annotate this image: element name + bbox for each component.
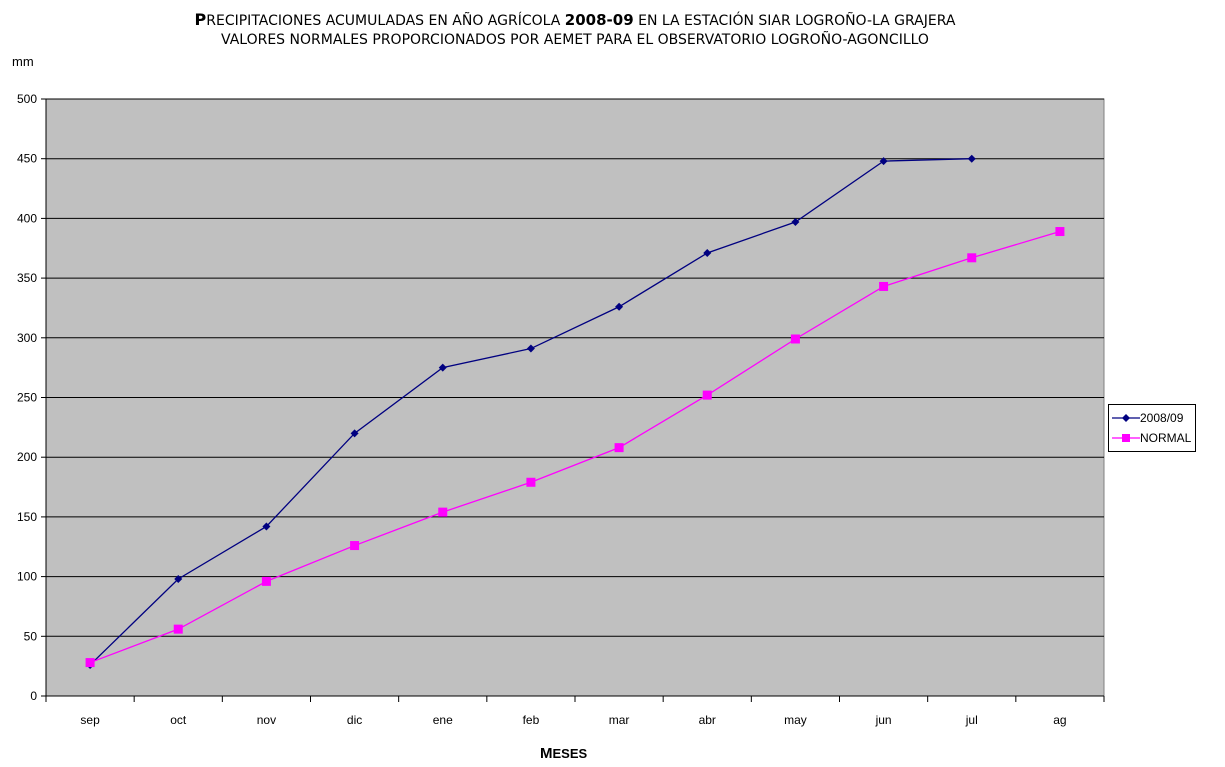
x-tick-label: dic <box>347 713 362 727</box>
chart-legend: 2008/09 NORMAL <box>1108 404 1196 452</box>
legend-swatch-diamond-icon <box>1112 414 1140 422</box>
data-point-series2 <box>790 334 800 344</box>
data-point-series2 <box>702 390 712 400</box>
x-tick-label: may <box>784 713 807 727</box>
data-point-series1 <box>438 363 447 372</box>
y-tick-label: 450 <box>17 152 37 166</box>
y-tick-label: 100 <box>17 570 37 584</box>
data-point-series1 <box>174 574 183 583</box>
y-tick-label: 300 <box>17 331 37 345</box>
data-point-series1 <box>262 522 271 531</box>
x-tick-label: sep <box>80 713 100 727</box>
y-axis-unit-label: mm <box>12 54 34 69</box>
data-point-series2 <box>1055 227 1065 237</box>
chart-title-line2: VALORES NORMALES PROPORCIONADOS POR AEME… <box>221 32 929 48</box>
data-point-series1 <box>791 217 800 226</box>
series-line-2 <box>89 230 1061 664</box>
data-point-series2 <box>614 443 624 453</box>
legend-label-series2: NORMAL <box>1140 431 1192 445</box>
data-point-series2 <box>879 281 889 291</box>
x-tick-label: jul <box>965 713 978 727</box>
y-tick-label: 50 <box>24 629 38 643</box>
title-tail: EN LA ESTACIÓN SIAR LOGROÑO-LA GRAJERA <box>633 13 956 29</box>
chart-title-line1: PRECIPITACIONES ACUMULADAS EN AÑO AGRÍCO… <box>0 10 1150 29</box>
x-axis-title-cap: M <box>540 745 553 762</box>
legend-item-series1: 2008/09 <box>1109 410 1195 426</box>
x-tick-label: jun <box>875 713 892 727</box>
data-point-series2 <box>967 253 977 263</box>
x-tick-label: oct <box>170 713 187 727</box>
legend-swatch-square-icon <box>1112 434 1140 442</box>
data-point-series1 <box>350 429 359 438</box>
x-tick-label: feb <box>523 713 540 727</box>
title-cap: P <box>194 10 207 29</box>
x-tick-label: nov <box>257 713 276 727</box>
x-tick-label: mar <box>609 713 630 727</box>
data-point-series1 <box>615 302 624 311</box>
legend-item-series2: NORMAL <box>1109 430 1195 446</box>
x-tick-label: abr <box>699 713 716 727</box>
data-point-series1 <box>879 157 888 166</box>
x-tick-label: ene <box>433 713 453 727</box>
data-point-series1 <box>703 249 712 258</box>
x-axis-title-rest: ESES <box>552 746 588 761</box>
data-point-series2 <box>173 624 183 634</box>
title-year: 2008-09 <box>564 11 634 29</box>
data-point-series2 <box>85 658 95 668</box>
data-point-series2 <box>526 477 536 487</box>
y-tick-label: 350 <box>17 271 37 285</box>
y-tick-label: 0 <box>30 689 37 703</box>
data-point-series2 <box>350 541 360 551</box>
y-tick-label: 400 <box>17 211 37 225</box>
data-point-series1 <box>526 344 535 353</box>
data-point-series2 <box>261 576 271 586</box>
data-point-series2 <box>438 507 448 517</box>
x-tick-label: ag <box>1053 713 1066 727</box>
title-rest: RECIPITACIONES ACUMULADAS EN AÑO AGRÍCOL… <box>206 13 565 29</box>
y-tick-label: 500 <box>17 92 37 106</box>
legend-label-series1: 2008/09 <box>1140 411 1184 425</box>
y-tick-label: 200 <box>17 450 37 464</box>
data-point-series1 <box>967 154 976 163</box>
x-axis-title: MESES <box>540 745 587 762</box>
y-tick-label: 150 <box>17 510 37 524</box>
y-tick-label: 250 <box>17 391 37 405</box>
